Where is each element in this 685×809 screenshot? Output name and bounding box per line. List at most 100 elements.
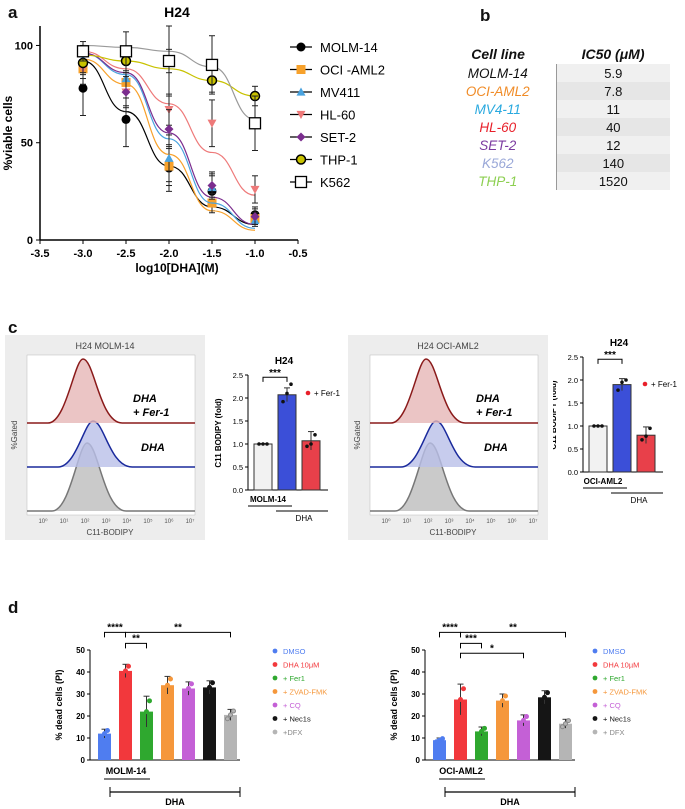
data-point xyxy=(78,83,88,93)
y-tick-label: 50 xyxy=(411,646,420,655)
histogram-tick-label: 10⁴ xyxy=(122,518,132,525)
ic50-value: 1520 xyxy=(555,172,670,190)
data-point xyxy=(121,114,131,124)
data-point xyxy=(183,690,188,696)
data-point xyxy=(289,382,293,386)
x-tick-label: -3.5 xyxy=(31,248,50,260)
histogram-tick-label: 10⁴ xyxy=(465,518,475,525)
data-point xyxy=(231,708,236,714)
data-point xyxy=(250,185,260,194)
table-row: HL-60 40 xyxy=(440,118,670,136)
legend-marker xyxy=(592,702,598,708)
data-point xyxy=(500,698,505,704)
histogram-tick-label: 10² xyxy=(424,519,433,525)
legend-marker xyxy=(592,675,598,681)
significance-label: ** xyxy=(509,622,517,633)
y-tick-label: 50 xyxy=(76,646,85,655)
group-label: OCI-AML2 xyxy=(439,766,483,776)
data-point xyxy=(521,717,526,723)
legend-label: DHA 10µM xyxy=(603,661,639,670)
sub-label: DHA xyxy=(500,797,520,807)
data-point xyxy=(257,442,261,446)
data-point xyxy=(476,731,481,737)
x-tick-label: -1.0 xyxy=(246,248,265,260)
histogram-y-label: %Gated xyxy=(10,421,19,450)
histogram-x-label: C11-BODIPY xyxy=(87,528,135,537)
histogram-plot-area xyxy=(26,354,196,516)
data-point xyxy=(147,698,152,704)
legend-label: DMSO xyxy=(603,647,626,656)
group-label: OCI-AML2 xyxy=(584,477,623,486)
group-label: MOLM-14 xyxy=(106,766,147,776)
data-point xyxy=(207,684,212,690)
table-header-cell-line: Cell line xyxy=(471,46,525,62)
data-point xyxy=(207,181,217,191)
legend-marker xyxy=(592,716,598,721)
legend-marker xyxy=(592,648,598,654)
table-header-ic50: IC50 (μM) xyxy=(581,46,645,62)
y-tick-label: 20 xyxy=(76,712,85,721)
ic50-value: 5.9 xyxy=(555,64,670,82)
data-point xyxy=(458,697,463,702)
data-point xyxy=(592,424,596,428)
legend-marker xyxy=(295,154,307,165)
legend-marker xyxy=(272,716,278,721)
data-point xyxy=(165,682,170,688)
legend-label: + Fer1 xyxy=(283,674,305,683)
histogram-tick-label: 10⁶ xyxy=(507,518,517,525)
legend-label: DMSO xyxy=(283,647,306,656)
y-axis-label: % dead cells (PI) xyxy=(54,669,64,740)
data-point xyxy=(620,380,624,385)
cell-line-name: OCI-AML2 xyxy=(465,83,530,99)
table-row: THP-1 1520 xyxy=(440,172,670,190)
data-point xyxy=(560,724,565,730)
y-tick-label: 2.5 xyxy=(233,371,243,380)
bar xyxy=(224,714,237,760)
bar xyxy=(559,723,572,760)
data-point xyxy=(539,699,544,705)
legend-label: OCI -AML2 xyxy=(320,63,385,78)
panel-letter-d: d xyxy=(8,598,19,617)
bar xyxy=(588,425,608,473)
significance-label: **** xyxy=(107,622,123,633)
significance-bracket xyxy=(460,631,566,638)
y-tick-label: 0.0 xyxy=(233,486,243,495)
y-tick-label: 10 xyxy=(411,734,420,743)
legend-marker xyxy=(592,689,598,694)
data-point xyxy=(225,716,230,722)
legend-label: MV411 xyxy=(320,85,360,100)
y-tick-label: 0 xyxy=(27,235,33,247)
legend-marker xyxy=(296,132,306,142)
significance-bracket xyxy=(597,358,623,364)
histogram-tick-label: 10⁷ xyxy=(186,518,195,525)
y-tick-label: 20 xyxy=(411,712,420,721)
y-tick-label: 30 xyxy=(411,690,420,699)
legend-marker xyxy=(592,729,598,735)
ic50-value: 7.8 xyxy=(555,82,670,100)
ic50-value: 12 xyxy=(555,136,670,154)
data-point xyxy=(624,378,628,382)
data-point xyxy=(76,45,90,58)
cell-line-name: MOLM-14 xyxy=(467,65,528,81)
data-point xyxy=(518,721,523,727)
ic50-value: 11 xyxy=(555,100,670,118)
data-point xyxy=(640,438,644,442)
c11-bodipy-bar-molm14: H24 0.0 0.5 1.0 1.5 2.0 2.5 C11 BODIPY (fold) **… xyxy=(214,356,340,523)
y-tick-label: 40 xyxy=(411,668,420,677)
data-point xyxy=(261,442,265,446)
histogram-tick-label: 10³ xyxy=(102,519,111,525)
significance-label: ** xyxy=(174,622,182,633)
legend-marker xyxy=(272,729,278,735)
dose-response-chart: H24 -3.5 -3.0 -2.5 -2.0 -1.5 -1.0 -0.5 0 50 100 log… xyxy=(1,4,385,275)
y-axis-label: %viable cells xyxy=(1,95,15,170)
legend-item: HL-60 xyxy=(290,108,355,123)
data-point xyxy=(524,714,529,720)
data-point xyxy=(105,728,110,734)
significance-label: **** xyxy=(442,622,458,633)
bar xyxy=(538,697,551,760)
legend-label: + Fer1 xyxy=(603,674,625,683)
y-axis-label: C11 BODIPY (fold) xyxy=(553,380,558,450)
histogram-label-dha-fer1: DHA xyxy=(476,393,500,405)
legend-label: HL-60 xyxy=(320,108,355,123)
legend-label: + Fer-1 xyxy=(314,389,340,398)
